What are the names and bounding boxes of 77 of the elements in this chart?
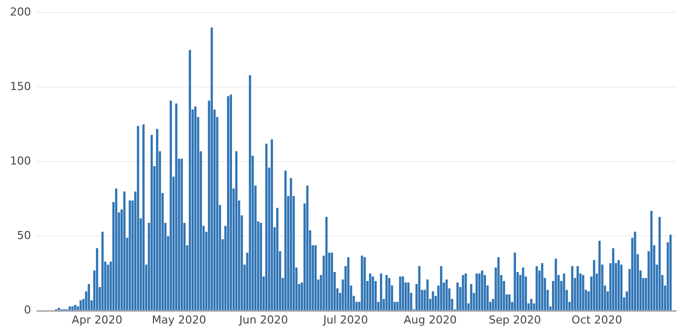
bar: [536, 266, 538, 310]
x-tick-label: Sep 2020: [488, 313, 541, 326]
x-tick-label: Oct 2020: [572, 313, 622, 326]
y-tick-label: 50: [16, 229, 31, 242]
bar: [402, 276, 404, 310]
bar: [497, 257, 500, 310]
y-tick-label: 200: [10, 5, 31, 18]
bar: [364, 257, 366, 310]
bar: [210, 28, 213, 310]
bar: [456, 282, 459, 310]
x-tick-label: Jul 2020: [322, 313, 368, 326]
bar: [470, 284, 472, 310]
bar: [314, 245, 317, 310]
bar: [571, 266, 574, 310]
bar: [175, 104, 178, 310]
bar: [170, 100, 172, 310]
bar: [476, 274, 478, 310]
bar: [426, 279, 429, 310]
bar: [562, 274, 566, 310]
bar: [508, 294, 511, 310]
bar: [270, 139, 273, 310]
bar: [88, 284, 90, 310]
bar: [445, 279, 448, 310]
bar: [372, 276, 374, 310]
bar: [380, 274, 382, 310]
bar: [306, 186, 308, 310]
bar: [374, 280, 377, 310]
y-tick-label: 100: [10, 154, 31, 168]
bar: [248, 75, 252, 310]
bar: [106, 264, 110, 310]
bar: [290, 178, 292, 310]
bar: [399, 276, 402, 310]
bar: [58, 308, 60, 310]
bar: [478, 274, 481, 310]
bar: [180, 158, 183, 310]
bar: [554, 258, 557, 310]
bar: [284, 170, 287, 310]
bar: [96, 248, 98, 310]
bar: [618, 260, 620, 310]
x-tick-label: Apr 2020: [72, 313, 122, 326]
bar: [522, 268, 524, 310]
bar: [388, 278, 390, 310]
bar: [276, 208, 278, 310]
bar: [462, 275, 464, 310]
bar: [464, 274, 467, 310]
bar: [227, 96, 230, 310]
bar: [576, 266, 579, 310]
bar: [582, 275, 584, 310]
bar: [330, 252, 334, 310]
bar: [74, 304, 76, 310]
bar: [514, 252, 516, 310]
bar: [156, 128, 158, 310]
bar: [80, 300, 82, 310]
bar: [150, 134, 153, 310]
bar: [360, 256, 364, 310]
bar: [128, 200, 131, 310]
bar: [530, 298, 532, 310]
bar: [418, 266, 420, 310]
bar: [369, 274, 372, 310]
bar: [385, 275, 388, 310]
bar: [592, 260, 596, 310]
x-tick-label: Jun 2020: [238, 313, 288, 326]
y-tick-label: 150: [10, 80, 31, 94]
bar: [598, 240, 601, 310]
bar: [115, 188, 118, 310]
x-tick-label: Aug 2020: [404, 313, 457, 326]
bar: [440, 266, 442, 310]
bar: [235, 151, 238, 310]
bar: [68, 306, 71, 310]
bar: [407, 282, 410, 310]
bar: [432, 291, 434, 310]
bar: [347, 257, 350, 310]
bar: [612, 248, 614, 310]
x-tick-label: May 2020: [152, 313, 206, 326]
bar: [480, 270, 484, 310]
y-tick-label: 0: [24, 304, 31, 317]
bar: [541, 263, 544, 310]
